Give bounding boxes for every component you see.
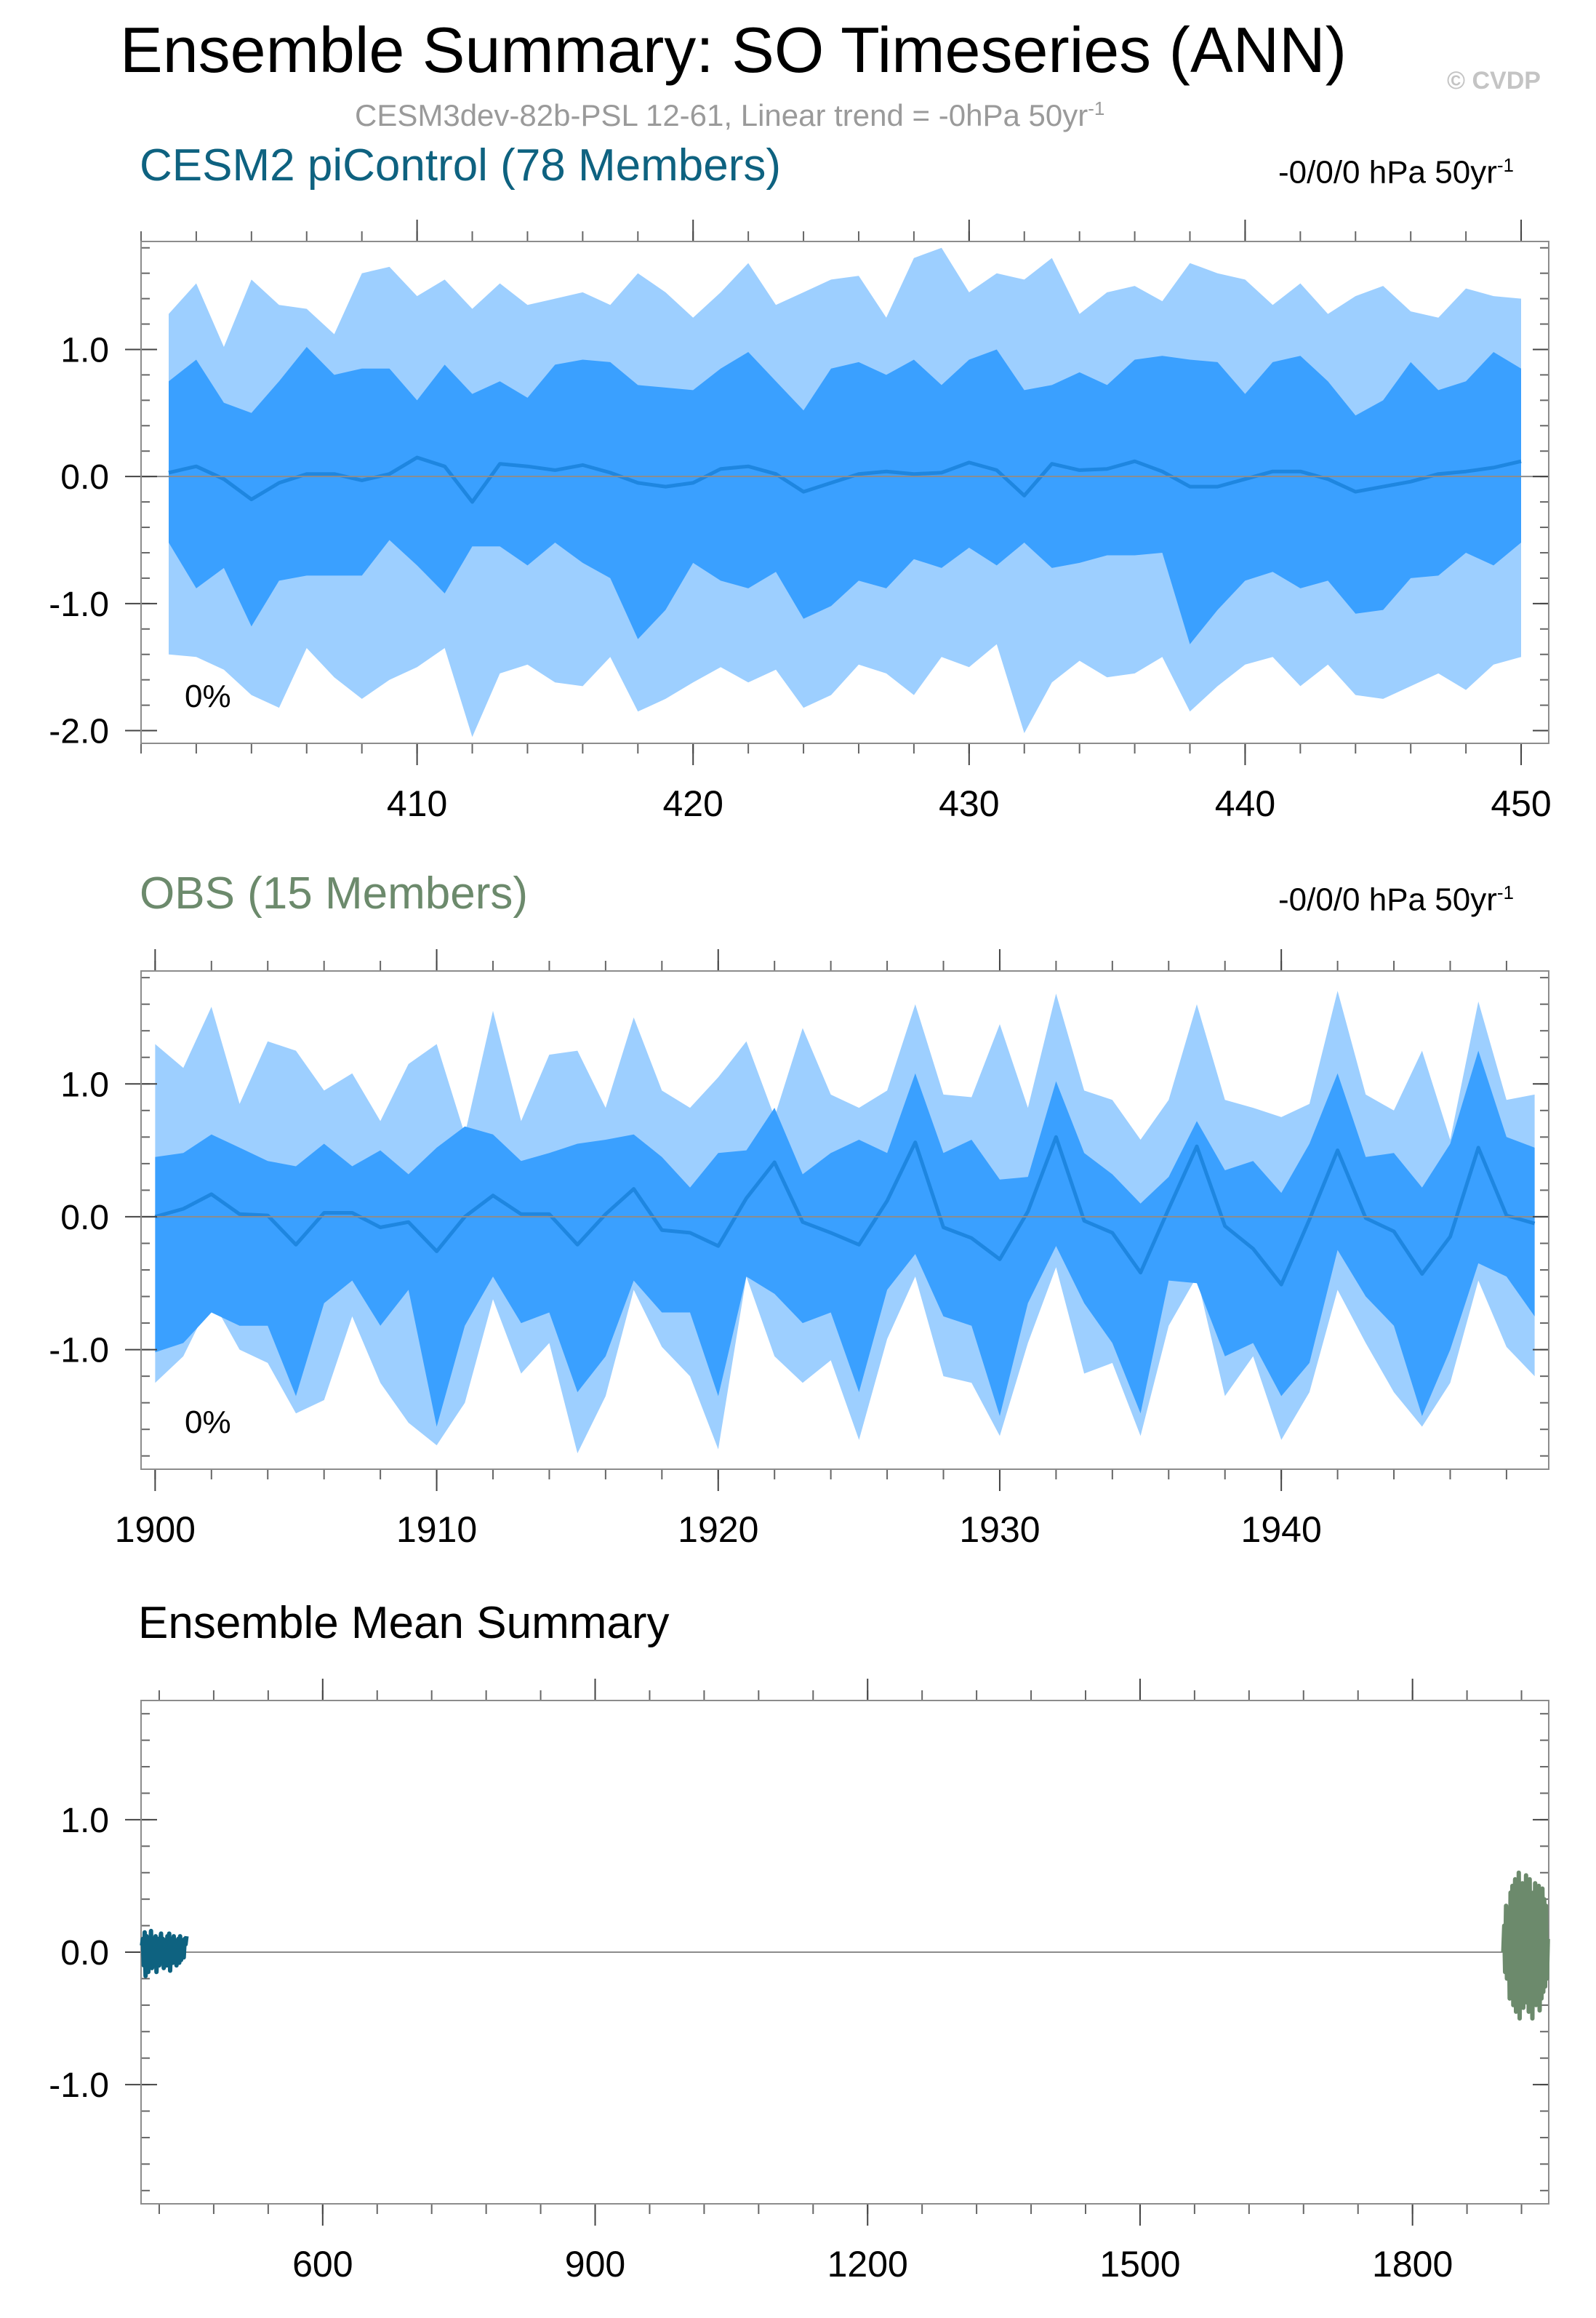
cesm-xtick-label: 410	[387, 783, 447, 824]
subtitle-superscript: -1	[1088, 97, 1105, 119]
panel-cesm-trend-superscript: -1	[1496, 154, 1514, 176]
cesm-band-p10-p90	[169, 347, 1521, 644]
subtitle: CESM3dev-82b-PSL 12-61, Linear trend = -…	[355, 97, 1104, 133]
panel-cesm-trend-text: -0/0/0 hPa 50yr	[1278, 154, 1497, 191]
panel-obs-trend: -0/0/0 hPa 50yr-1	[1278, 882, 1514, 919]
cesm-xtick-label: 430	[939, 783, 999, 824]
cesm-axes: -2.0 -1.0 0.0 1.0 410 420 430 440 450 0%	[49, 220, 1552, 824]
main-title: Ensemble Summary: SO Timeseries (ANN)	[120, 14, 1347, 86]
panel-obs-trend-superscript: -1	[1496, 882, 1514, 903]
summary-ytick-label: 1.0	[60, 1802, 109, 1840]
cesm-percent-label: 0%	[185, 679, 231, 714]
cesm-ytick-label: 0.0	[60, 458, 109, 497]
cesm-xtick-label: 450	[1491, 783, 1551, 824]
cesm-ytick-label: -2.0	[49, 713, 109, 751]
obs-percent-label: 0%	[185, 1404, 231, 1440]
panel-mean-title: Ensemble Mean Summary	[138, 1598, 670, 1648]
obs-xtick-label: 1940	[1241, 1509, 1322, 1550]
cesm-frame	[140, 241, 1549, 744]
summary-xtick-label: 1500	[1099, 2244, 1180, 2285]
obs-ytick-label: -1.0	[49, 1332, 109, 1370]
obs-ytick-label: 0.0	[60, 1199, 109, 1237]
summary-obs-mean-line	[1501, 1870, 1550, 2021]
summary-axes: -1.0 0.0 1.0 600 900 1200 1500 1800	[49, 1679, 1549, 2285]
copyright-label: © CVDP	[1447, 67, 1541, 95]
cesm-xtick-label: 440	[1215, 783, 1275, 824]
subtitle-text: CESM3dev-82b-PSL 12-61, Linear trend = -…	[355, 98, 1088, 132]
summary-xtick-label: 600	[292, 2244, 353, 2285]
obs-xtick-label: 1930	[959, 1509, 1040, 1550]
summary-xtick-label: 900	[565, 2244, 625, 2285]
obs-xtick-label: 1920	[678, 1509, 758, 1550]
obs-axes: -1.0 0.0 1.0 1900 1910 1920 1930 1940 0%	[49, 949, 1549, 1550]
panel-obs-trend-text: -0/0/0 hPa 50yr	[1278, 882, 1497, 918]
summary-xtick-label: 1800	[1372, 2244, 1453, 2285]
panel-cesm-trend: -0/0/0 hPa 50yr-1	[1278, 154, 1514, 191]
obs-xtick-label: 1900	[115, 1509, 196, 1550]
summary-ytick-label: -1.0	[49, 2066, 109, 2105]
obs-ensemble-mean-line	[154, 1135, 1536, 1287]
summary-xtick-label: 1200	[827, 2244, 908, 2285]
cesm-ytick-label: -1.0	[49, 586, 109, 624]
summary-ytick-label: 0.0	[60, 1934, 109, 1973]
obs-frame	[140, 970, 1549, 1470]
panel-cesm-title: CESM2 piControl (78 Members)	[140, 140, 782, 191]
obs-ytick-label: 1.0	[60, 1066, 109, 1104]
cesm-ytick-label: 1.0	[60, 331, 109, 369]
panel-obs-title: OBS (15 Members)	[140, 868, 529, 919]
cesm-xtick-label: 420	[662, 783, 723, 824]
cesm-ensemble-mean-line	[168, 455, 1522, 504]
obs-xtick-label: 1910	[396, 1509, 477, 1550]
summary-cesm-mean-line	[140, 1928, 189, 1978]
